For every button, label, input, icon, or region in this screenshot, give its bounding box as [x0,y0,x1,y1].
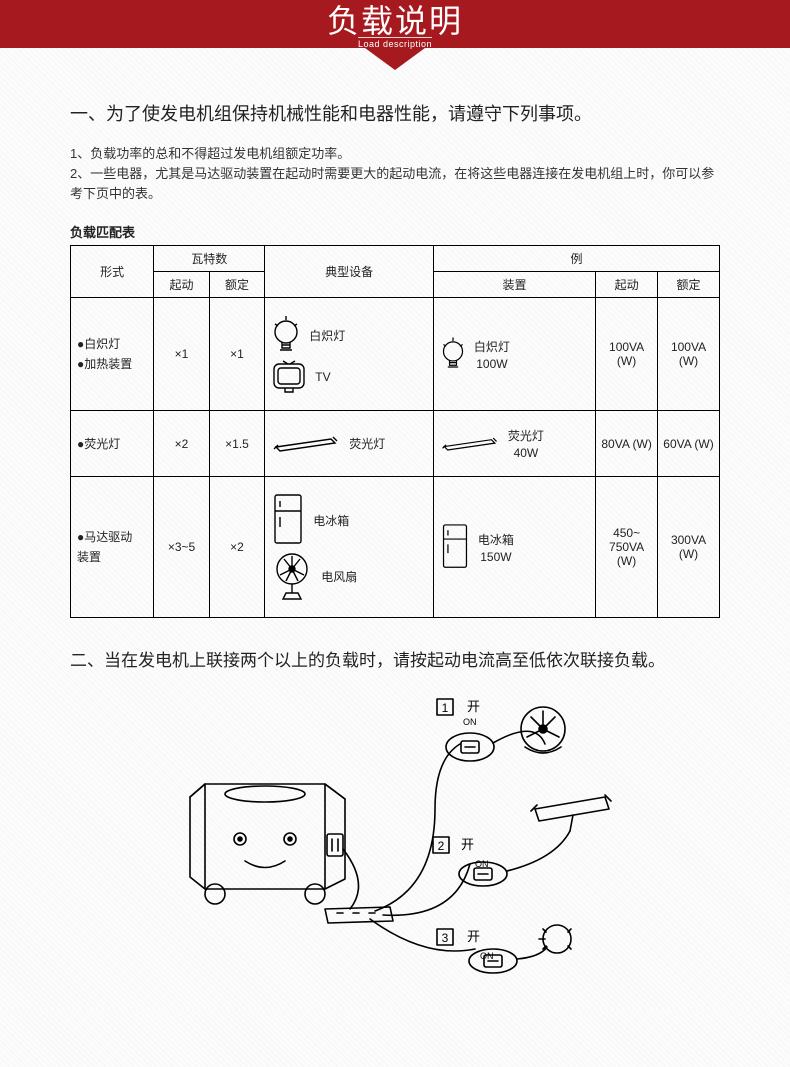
fluorescent-icon [271,433,341,455]
device-sub: 40W [514,446,539,460]
step-number: 1 [442,701,449,715]
device-label: 电冰箱 [478,531,514,548]
type-line: ●白炽灯 [77,337,120,351]
cell-start-mult: ×3~5 [154,477,210,618]
device-label: 白炽灯 [474,338,510,355]
device-label: 荧光灯 [508,427,544,444]
cell-type: ●马达驱动 装置 [71,477,154,618]
step-sub: ON [463,717,477,727]
section1-note2: 2、一些电器，尤其是马达驱动装置在起动时需要更大的起动电流，在将这些电器连接在发… [70,164,720,204]
cell-ex-rated: 60VA (W) [658,411,720,477]
table-row: ●白炽灯 ●加热装置 ×1 ×1 白炽灯 TV [71,298,720,411]
table-header-row-1: 形式 瓦特数 典型设备 例 [71,246,720,272]
cell-ex-start: 100VA (W) [596,298,658,411]
table-row: ●马达驱动 装置 ×3~5 ×2 电冰箱 电风 [71,477,720,618]
th-type: 形式 [71,246,154,298]
cell-start-mult: ×1 [154,298,210,411]
step-label: 开 [461,837,474,852]
bulb-icon [440,335,466,373]
cell-device: 电冰箱 150W [433,477,595,618]
equipment-label: 白炽灯 [309,327,345,344]
type-line: 装置 [77,550,101,564]
cell-ex-start: 450~ 750VA (W) [596,477,658,618]
cell-type: ●荧光灯 [71,411,154,477]
cell-equipment: 电冰箱 电风扇 [265,477,434,618]
cell-device: 荧光灯 40W [433,411,595,477]
step-label: 开 [467,699,480,714]
section1-note1: 1、负载功率的总和不得超过发电机组额定功率。 [70,144,720,164]
cell-rated-mult: ×1.5 [209,411,265,477]
th-start: 起动 [154,272,210,298]
cell-start-mult: ×2 [154,411,210,477]
step-number: 3 [442,931,449,945]
banner-header: 负载说明 Load description [0,0,790,70]
th-device: 装置 [433,272,595,298]
type-line: ●马达驱动 [77,530,132,544]
banner-subtitle: Load description [358,37,432,49]
equipment-label: 电冰箱 [313,512,349,529]
cell-equipment: 白炽灯 TV [265,298,434,411]
fridge-icon [440,523,470,571]
section1-heading: 一、为了使发电机组保持机械性能和电器性能，请遵守下列事项。 [70,100,720,126]
device-sub: 100W [476,357,507,371]
equipment-label: 荧光灯 [349,435,385,452]
equipment-label: 电风扇 [321,568,357,585]
equipment-label: TV [315,370,330,384]
cell-type: ●白炽灯 ●加热装置 [71,298,154,411]
generator-diagram-icon: 1 开 ON 2 开 ON [175,689,615,989]
cell-ex-start: 80VA (W) [596,411,658,477]
cell-device: 白炽灯 100W [433,298,595,411]
cell-ex-rated: 300VA (W) [658,477,720,618]
connection-diagram: 1 开 ON 2 开 ON [70,689,720,989]
th-example: 例 [433,246,719,272]
th-equipment: 典型设备 [265,246,434,298]
step-label: 开 [467,929,480,944]
cell-equipment: 荧光灯 [265,411,434,477]
load-match-table: 形式 瓦特数 典型设备 例 起动 额定 装置 起动 额定 ●白炽灯 ●加热装置 … [70,245,720,618]
th-ex-start: 起动 [596,272,658,298]
table-caption: 负载匹配表 [70,222,720,241]
step-number: 2 [438,839,445,853]
banner-title: 负载说明 [327,4,463,39]
table-row: ●荧光灯 ×2 ×1.5 荧光灯 荧光灯 [71,411,720,477]
bulb-icon [271,314,301,356]
tv-icon [271,360,307,394]
page-content: 一、为了使发电机组保持机械性能和电器性能，请遵守下列事项。 1、负载功率的总和不… [0,70,790,1009]
th-rated: 额定 [209,272,265,298]
th-watts: 瓦特数 [154,246,265,272]
fluorescent-icon [440,434,500,454]
type-line: ●加热装置 [77,357,132,371]
type-line: ●荧光灯 [77,437,120,451]
fridge-icon [271,493,305,547]
th-ex-rated: 额定 [658,272,720,298]
cell-ex-rated: 100VA (W) [658,298,720,411]
fan-icon [271,551,313,601]
section2-heading: 二、当在发电机上联接两个以上的负载时，请按起动电流高至低依次联接负载。 [70,646,720,671]
cell-rated-mult: ×2 [209,477,265,618]
step-sub: ON [480,951,494,961]
cell-rated-mult: ×1 [209,298,265,411]
device-sub: 150W [480,550,511,564]
